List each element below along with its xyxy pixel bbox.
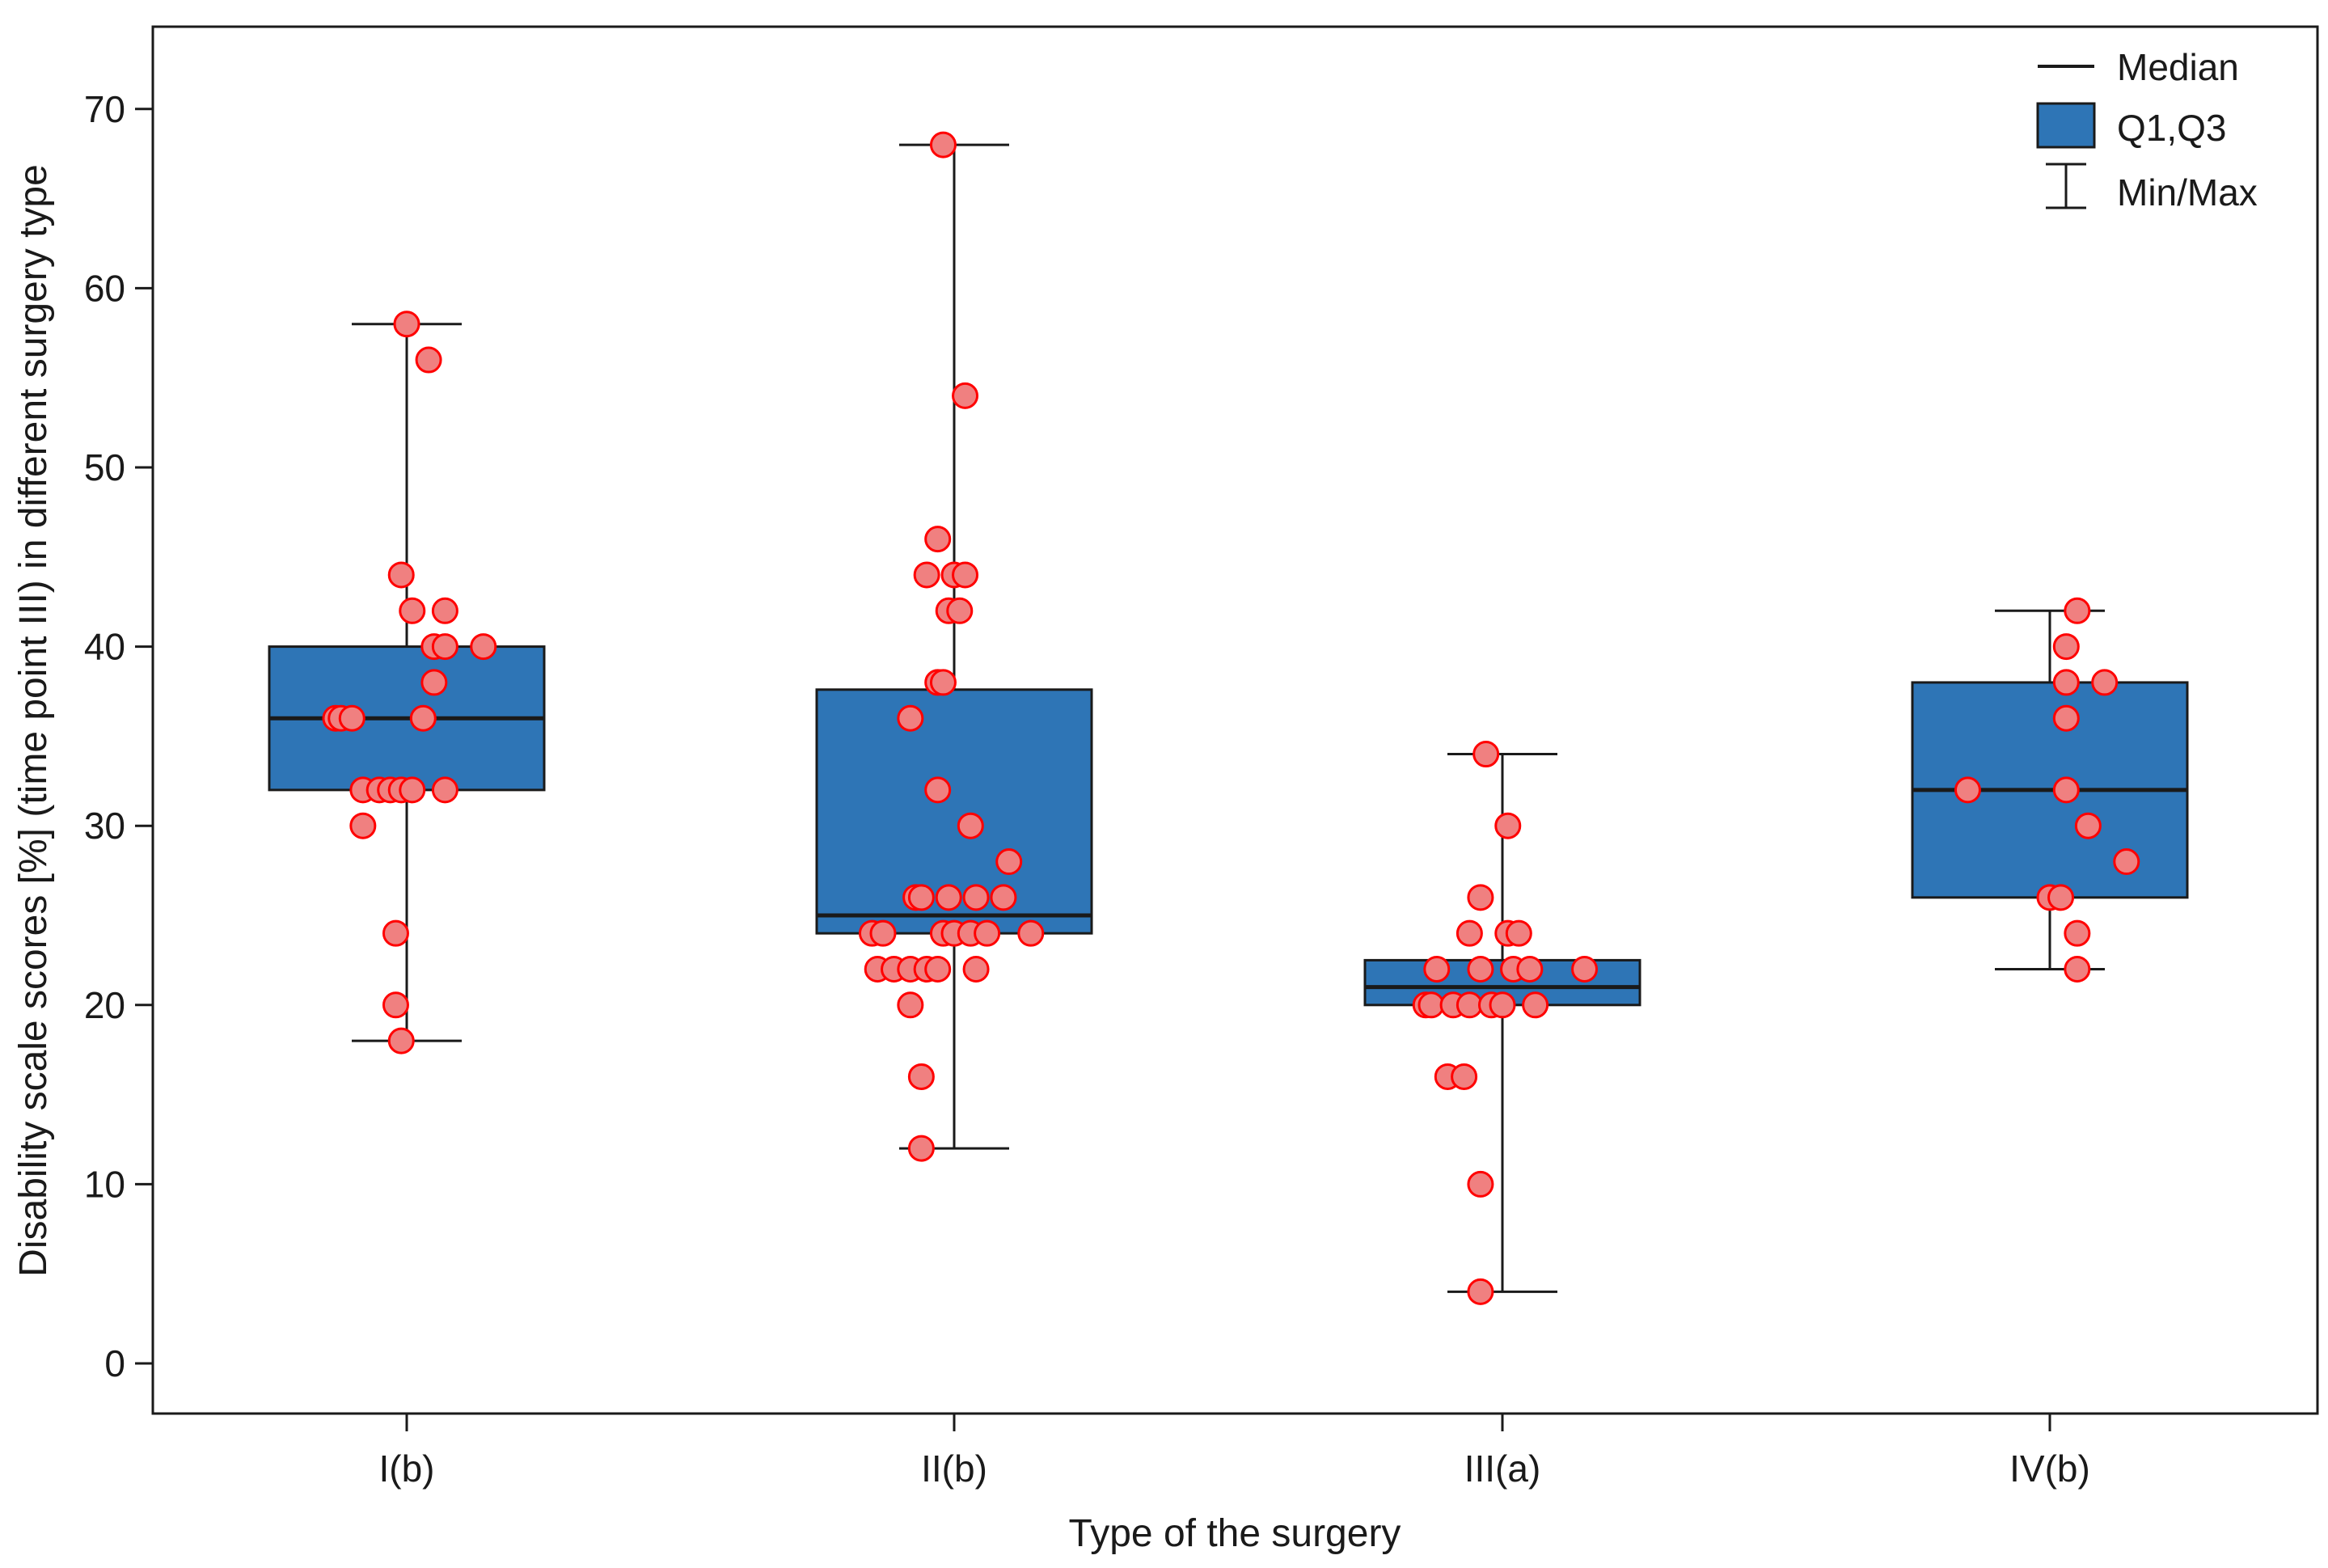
x-tick-label-3: III(a)	[1464, 1448, 1541, 1490]
y-tick-label-60: 60	[84, 267, 125, 309]
data-point-4-8	[2074, 812, 2102, 839]
x-tick-label-4: IV(b)	[2009, 1448, 2090, 1490]
data-point-1-20	[349, 812, 377, 839]
data-point-1-8	[470, 633, 497, 661]
data-point-2-8	[946, 597, 974, 624]
data-point-1-3	[387, 561, 415, 589]
y-tick-label-10: 10	[84, 1163, 125, 1205]
data-point-4-9	[2113, 848, 2140, 876]
y-tick-label-70: 70	[84, 88, 125, 130]
legend-median-label: Median	[2117, 46, 2239, 88]
data-point-3-6	[1505, 919, 1532, 947]
y-tick-label-50: 50	[84, 446, 125, 488]
data-point-2-1	[929, 131, 957, 158]
data-point-1-19	[431, 776, 458, 804]
box-group-1	[268, 323, 546, 1042]
legend-box-label: Q1,Q3	[2117, 107, 2227, 149]
y-tick-label-30: 30	[84, 805, 125, 847]
data-point-2-17	[935, 884, 962, 911]
data-point-4-11	[2047, 884, 2075, 911]
data-point-2-21	[869, 919, 897, 947]
data-point-1-4	[399, 597, 426, 624]
x-tick-label-1: I(b)	[379, 1448, 435, 1490]
data-point-2-31	[924, 955, 952, 983]
data-point-4-12	[2064, 919, 2091, 947]
data-point-3-10	[1516, 955, 1544, 983]
data-point-4-7	[2052, 776, 2080, 804]
data-point-3-15	[1456, 991, 1483, 1019]
data-point-3-7	[1423, 955, 1451, 983]
data-point-2-10	[929, 669, 957, 696]
data-point-3-2	[1494, 812, 1522, 839]
legend-whisker-label: Min/Max	[2117, 171, 2258, 213]
data-point-4-5	[2052, 704, 2080, 732]
data-point-2-12	[924, 776, 952, 804]
data-point-1-7	[431, 633, 458, 661]
y-tick-label-0: 0	[104, 1342, 125, 1384]
legend: Median Q1,Q3 Min/Max	[2036, 46, 2258, 213]
data-point-2-16	[907, 884, 935, 911]
y-tick-label-40: 40	[84, 626, 125, 668]
data-point-1-22	[382, 991, 409, 1019]
data-point-3-13	[1418, 991, 1445, 1019]
data-point-1-23	[387, 1027, 415, 1054]
data-point-4-3	[2052, 669, 2080, 696]
y-tick-label-20: 20	[84, 984, 125, 1026]
data-point-4-13	[2064, 955, 2091, 983]
data-point-2-35	[907, 1135, 935, 1162]
data-point-2-25	[974, 919, 1001, 947]
data-point-2-4	[913, 561, 940, 589]
data-point-4-6	[1954, 776, 1981, 804]
data-point-2-13	[957, 812, 984, 839]
data-point-3-3	[1467, 884, 1494, 911]
data-point-3-4	[1456, 919, 1483, 947]
data-point-2-33	[897, 991, 924, 1019]
data-point-4-2	[2052, 633, 2080, 661]
x-tick-label-2: II(b)	[921, 1448, 987, 1490]
data-point-3-1	[1472, 741, 1500, 768]
axes-layer: 0 10 20 30 40 50 60 70 I(b) II(b) III(a) IV(b)	[84, 88, 2090, 1490]
data-point-2-18	[962, 884, 990, 911]
data-point-3-17	[1489, 991, 1516, 1019]
data-point-2-19	[990, 884, 1017, 911]
data-point-4-1	[2064, 597, 2091, 624]
data-point-2-14	[995, 848, 1023, 876]
y-axis-title: Disability scale scores [%] (time point …	[12, 164, 55, 1277]
data-point-2-3	[924, 526, 952, 553]
data-point-3-22	[1467, 1278, 1494, 1305]
data-point-3-21	[1467, 1170, 1494, 1198]
box-group-4	[1911, 609, 2189, 970]
data-point-3-11	[1571, 955, 1599, 983]
data-point-1-21	[382, 919, 409, 947]
data-point-3-8	[1467, 955, 1494, 983]
data-point-1-9	[420, 669, 448, 696]
data-point-1-18	[399, 776, 426, 804]
data-point-1-5	[431, 597, 458, 624]
x-axis-title: Type of the surgery	[1069, 1512, 1401, 1555]
data-point-3-20	[1451, 1063, 1478, 1090]
data-point-1-2	[415, 346, 442, 374]
data-point-2-32	[962, 955, 990, 983]
legend-whisker-swatch	[2046, 163, 2086, 209]
data-point-2-6	[952, 561, 979, 589]
data-point-2-26	[1017, 919, 1045, 947]
legend-box-swatch	[2036, 102, 2096, 149]
data-point-1-13	[409, 704, 437, 732]
data-point-4-4	[2091, 669, 2119, 696]
points-layer	[322, 131, 2140, 1305]
data-point-3-18	[1522, 991, 1549, 1019]
data-point-1-12	[338, 704, 365, 732]
data-point-2-2	[952, 382, 979, 409]
data-point-1-1	[393, 311, 420, 338]
data-point-2-11	[897, 704, 924, 732]
data-point-2-34	[907, 1063, 935, 1090]
